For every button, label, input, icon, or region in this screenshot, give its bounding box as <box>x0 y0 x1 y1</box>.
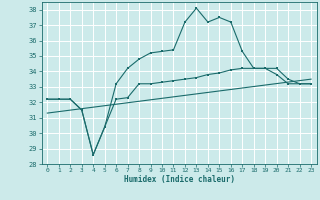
X-axis label: Humidex (Indice chaleur): Humidex (Indice chaleur) <box>124 175 235 184</box>
